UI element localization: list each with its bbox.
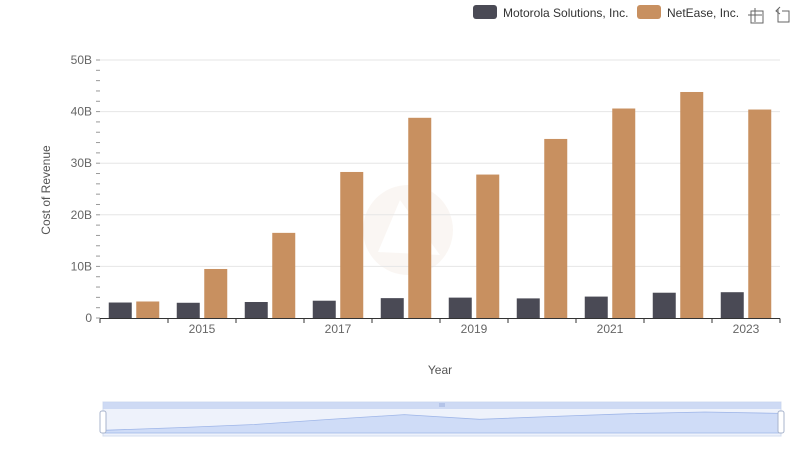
grid (100, 59, 780, 267)
y-axis-minor-ticks (96, 59, 100, 319)
legend-swatch-motorola (473, 5, 497, 19)
drag-grip-icon[interactable] (439, 403, 445, 407)
data-zoom-navigator[interactable] (99, 401, 785, 437)
bar-motorola-2016[interactable] (244, 302, 268, 318)
bar-netease-2014[interactable] (136, 301, 160, 318)
reset-icon[interactable] (775, 6, 790, 23)
bar-motorola-2017[interactable] (312, 300, 336, 318)
bar-motorola-2018[interactable] (380, 298, 404, 318)
y-tick-label: 10B (71, 259, 92, 273)
x-tick-label: 2021 (597, 322, 624, 336)
legend: Motorola Solutions, Inc. NetEase, Inc. (473, 5, 739, 20)
bars (108, 91, 772, 319)
legend-label-motorola: Motorola Solutions, Inc. (503, 6, 628, 20)
bar-motorola-2020[interactable] (516, 298, 540, 318)
y-tick-label: 40B (71, 105, 92, 119)
x-axis-label: Year (428, 363, 452, 377)
bar-netease-2017[interactable] (340, 171, 364, 318)
legend-label-netease: NetEase, Inc. (667, 6, 739, 20)
bar-motorola-2022[interactable] (652, 292, 676, 318)
navigator-handle-right[interactable] (777, 410, 785, 434)
bar-motorola-2019[interactable] (448, 297, 472, 318)
bar-netease-2018[interactable] (408, 117, 432, 319)
bar-netease-2019[interactable] (476, 174, 500, 318)
y-tick-label: 30B (71, 156, 92, 170)
bar-netease-2020[interactable] (544, 138, 568, 318)
watermark-logo (363, 185, 453, 275)
x-tick-label: 2015 (189, 322, 216, 336)
bar-netease-2023[interactable] (748, 109, 772, 318)
bar-motorola-2023[interactable] (720, 292, 744, 318)
bar-motorola-2021[interactable] (584, 296, 608, 318)
y-tick-label: 0 (85, 311, 92, 325)
x-tick-label: 2019 (461, 322, 488, 336)
bar-netease-2015[interactable] (204, 268, 228, 318)
y-tick-label: 50B (71, 53, 92, 67)
legend-item-motorola[interactable]: Motorola Solutions, Inc. (473, 5, 628, 20)
bar-netease-2021[interactable] (612, 108, 636, 318)
navigator-handle-left[interactable] (99, 410, 107, 434)
x-tick-label: 2023 (733, 322, 760, 336)
bar-netease-2022[interactable] (680, 91, 704, 318)
y-axis-label: Cost of Revenue (39, 145, 53, 235)
zoom-icon[interactable] (748, 8, 764, 24)
bar-netease-2016[interactable] (272, 232, 296, 318)
bar-motorola-2014[interactable] (108, 302, 132, 318)
legend-swatch-netease (637, 5, 661, 19)
legend-item-netease[interactable]: NetEase, Inc. (637, 5, 739, 20)
y-tick-label: 20B (71, 208, 92, 222)
y-axis: 0 10B 20B 30B 40B 50B (71, 53, 93, 325)
x-axis: 2015 2017 2019 2021 2023 (99, 318, 781, 336)
bar-motorola-2015[interactable] (176, 302, 200, 318)
x-tick-label: 2017 (325, 322, 352, 336)
